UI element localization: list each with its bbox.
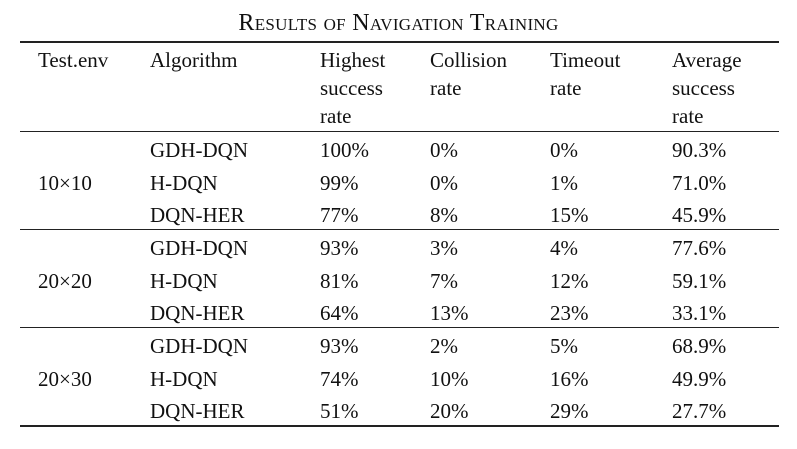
collision-cell: 0% (430, 171, 458, 195)
header-average-success-rate: Average success rate (672, 46, 742, 130)
header-test-env-line: Test.env (38, 48, 109, 72)
average-cell: 59.1% (672, 269, 727, 293)
highest-cell: 51% (320, 399, 359, 423)
timeout-cell: 29% (550, 399, 589, 423)
collision-cell: 3% (430, 236, 458, 260)
collision-cell: 13% (430, 301, 469, 325)
top-rule (20, 41, 779, 43)
collision-cell: 8% (430, 203, 458, 227)
header-average-line-3: rate (672, 104, 704, 128)
algorithm-cell: DQN-HER (150, 301, 245, 325)
table-caption: Results of Navigation Training (238, 10, 559, 36)
highest-cell: 81% (320, 269, 359, 293)
average-cell: 45.9% (672, 203, 727, 227)
header-timeout-rate: Timeout rate (550, 46, 620, 102)
header-rule (20, 131, 779, 132)
algorithm-cell: GDH-DQN (150, 236, 248, 260)
algorithm-cell: H-DQN (150, 269, 218, 293)
highest-cell: 93% (320, 236, 359, 260)
algorithm-cell: GDH-DQN (150, 334, 248, 358)
highest-cell: 99% (320, 171, 359, 195)
group-rule-2 (20, 327, 779, 328)
header-algorithm-line: Algorithm (150, 48, 238, 72)
header-collision-rate: Collision rate (430, 46, 507, 102)
header-highest-line-1: Highest (320, 48, 386, 72)
header-timeout-line-2: rate (550, 76, 582, 100)
header-algorithm: Algorithm (150, 46, 238, 74)
highest-cell: 77% (320, 203, 359, 227)
header-test-env: Test.env (38, 46, 108, 74)
timeout-cell: 0% (550, 138, 578, 162)
highest-cell: 74% (320, 367, 359, 391)
bottom-rule (20, 425, 779, 427)
collision-cell: 2% (430, 334, 458, 358)
average-cell: 49.9% (672, 367, 727, 391)
group-rule-1 (20, 229, 779, 230)
timeout-cell: 4% (550, 236, 578, 260)
timeout-cell: 1% (550, 171, 578, 195)
average-cell: 27.7% (672, 399, 727, 423)
timeout-cell: 23% (550, 301, 589, 325)
header-average-line-1: Average (672, 48, 742, 72)
header-average-line-2: success (672, 76, 735, 100)
header-highest-line-3: rate (320, 104, 352, 128)
header-collision-line-1: Collision (430, 48, 508, 72)
algorithm-cell: DQN-HER (150, 203, 245, 227)
timeout-cell: 15% (550, 203, 589, 227)
average-cell: 68.9% (672, 334, 727, 358)
env-cell: 20×30 (38, 367, 92, 391)
timeout-cell: 16% (550, 367, 589, 391)
average-cell: 33.1% (672, 301, 727, 325)
average-cell: 71.0% (672, 171, 727, 195)
collision-cell: 0% (430, 138, 458, 162)
average-cell: 90.3% (672, 138, 727, 162)
timeout-cell: 5% (550, 334, 578, 358)
timeout-cell: 12% (550, 269, 589, 293)
header-highest-success-rate: Highest success rate (320, 46, 385, 130)
env-cell: 10×10 (38, 171, 92, 195)
collision-cell: 20% (430, 399, 469, 423)
header-collision-line-2: rate (430, 76, 462, 100)
header-highest-line-2: success (320, 76, 383, 100)
highest-cell: 100% (320, 138, 369, 162)
algorithm-cell: GDH-DQN (150, 138, 248, 162)
algorithm-cell: DQN-HER (150, 399, 245, 423)
highest-cell: 64% (320, 301, 359, 325)
header-timeout-line-1: Timeout (550, 48, 621, 72)
highest-cell: 93% (320, 334, 359, 358)
collision-cell: 7% (430, 269, 458, 293)
algorithm-cell: H-DQN (150, 171, 218, 195)
algorithm-cell: H-DQN (150, 367, 218, 391)
average-cell: 77.6% (672, 236, 727, 260)
env-cell: 20×20 (38, 269, 92, 293)
collision-cell: 10% (430, 367, 469, 391)
